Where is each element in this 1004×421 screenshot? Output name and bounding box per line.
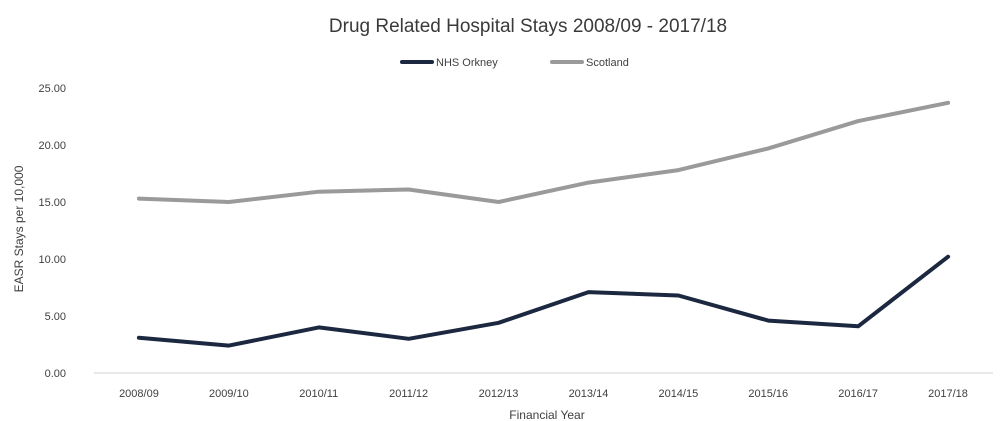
x-tick-label: 2016/17 [838,388,878,400]
series-line-nhs-orkney [136,254,951,348]
x-tick-label: 2014/15 [658,388,698,400]
y-axis-ticks: 0.00 5.00 10.00 15.00 20.00 25.00 [38,83,66,380]
x-axis-label: Financial Year [509,408,584,421]
y-tick-label: 25.00 [38,83,66,95]
series-lines [136,100,951,348]
y-axis-label: EASR Stays per 10,000 [12,165,26,292]
legend-label-scotland: Scotland [586,57,629,69]
x-axis-ticks: 2008/09 2009/10 2010/11 2011/12 2012/13 2013/… [119,388,968,400]
y-tick-label: 20.00 [38,140,66,152]
legend: NHS Orkney Scotland [400,57,629,69]
x-tick-label: 2015/16 [748,388,788,400]
y-tick-label: 10.00 [38,254,66,266]
x-tick-label: 2008/09 [119,388,159,400]
legend-label-nhs-orkney: NHS Orkney [436,57,498,69]
x-tick-label: 2012/13 [479,388,519,400]
y-tick-label: 5.00 [45,311,66,323]
chart-title: Drug Related Hospital Stays 2008/09 - 20… [329,16,727,37]
x-tick-label: 2013/14 [569,388,609,400]
x-tick-label: 2011/12 [389,388,428,400]
x-tick-label: 2010/11 [299,388,338,400]
series-line-scotland [136,100,951,204]
y-tick-label: 0.00 [45,368,66,380]
x-tick-label: 2017/18 [928,388,968,400]
y-tick-label: 15.00 [38,197,66,209]
x-tick-label: 2009/10 [209,388,249,400]
